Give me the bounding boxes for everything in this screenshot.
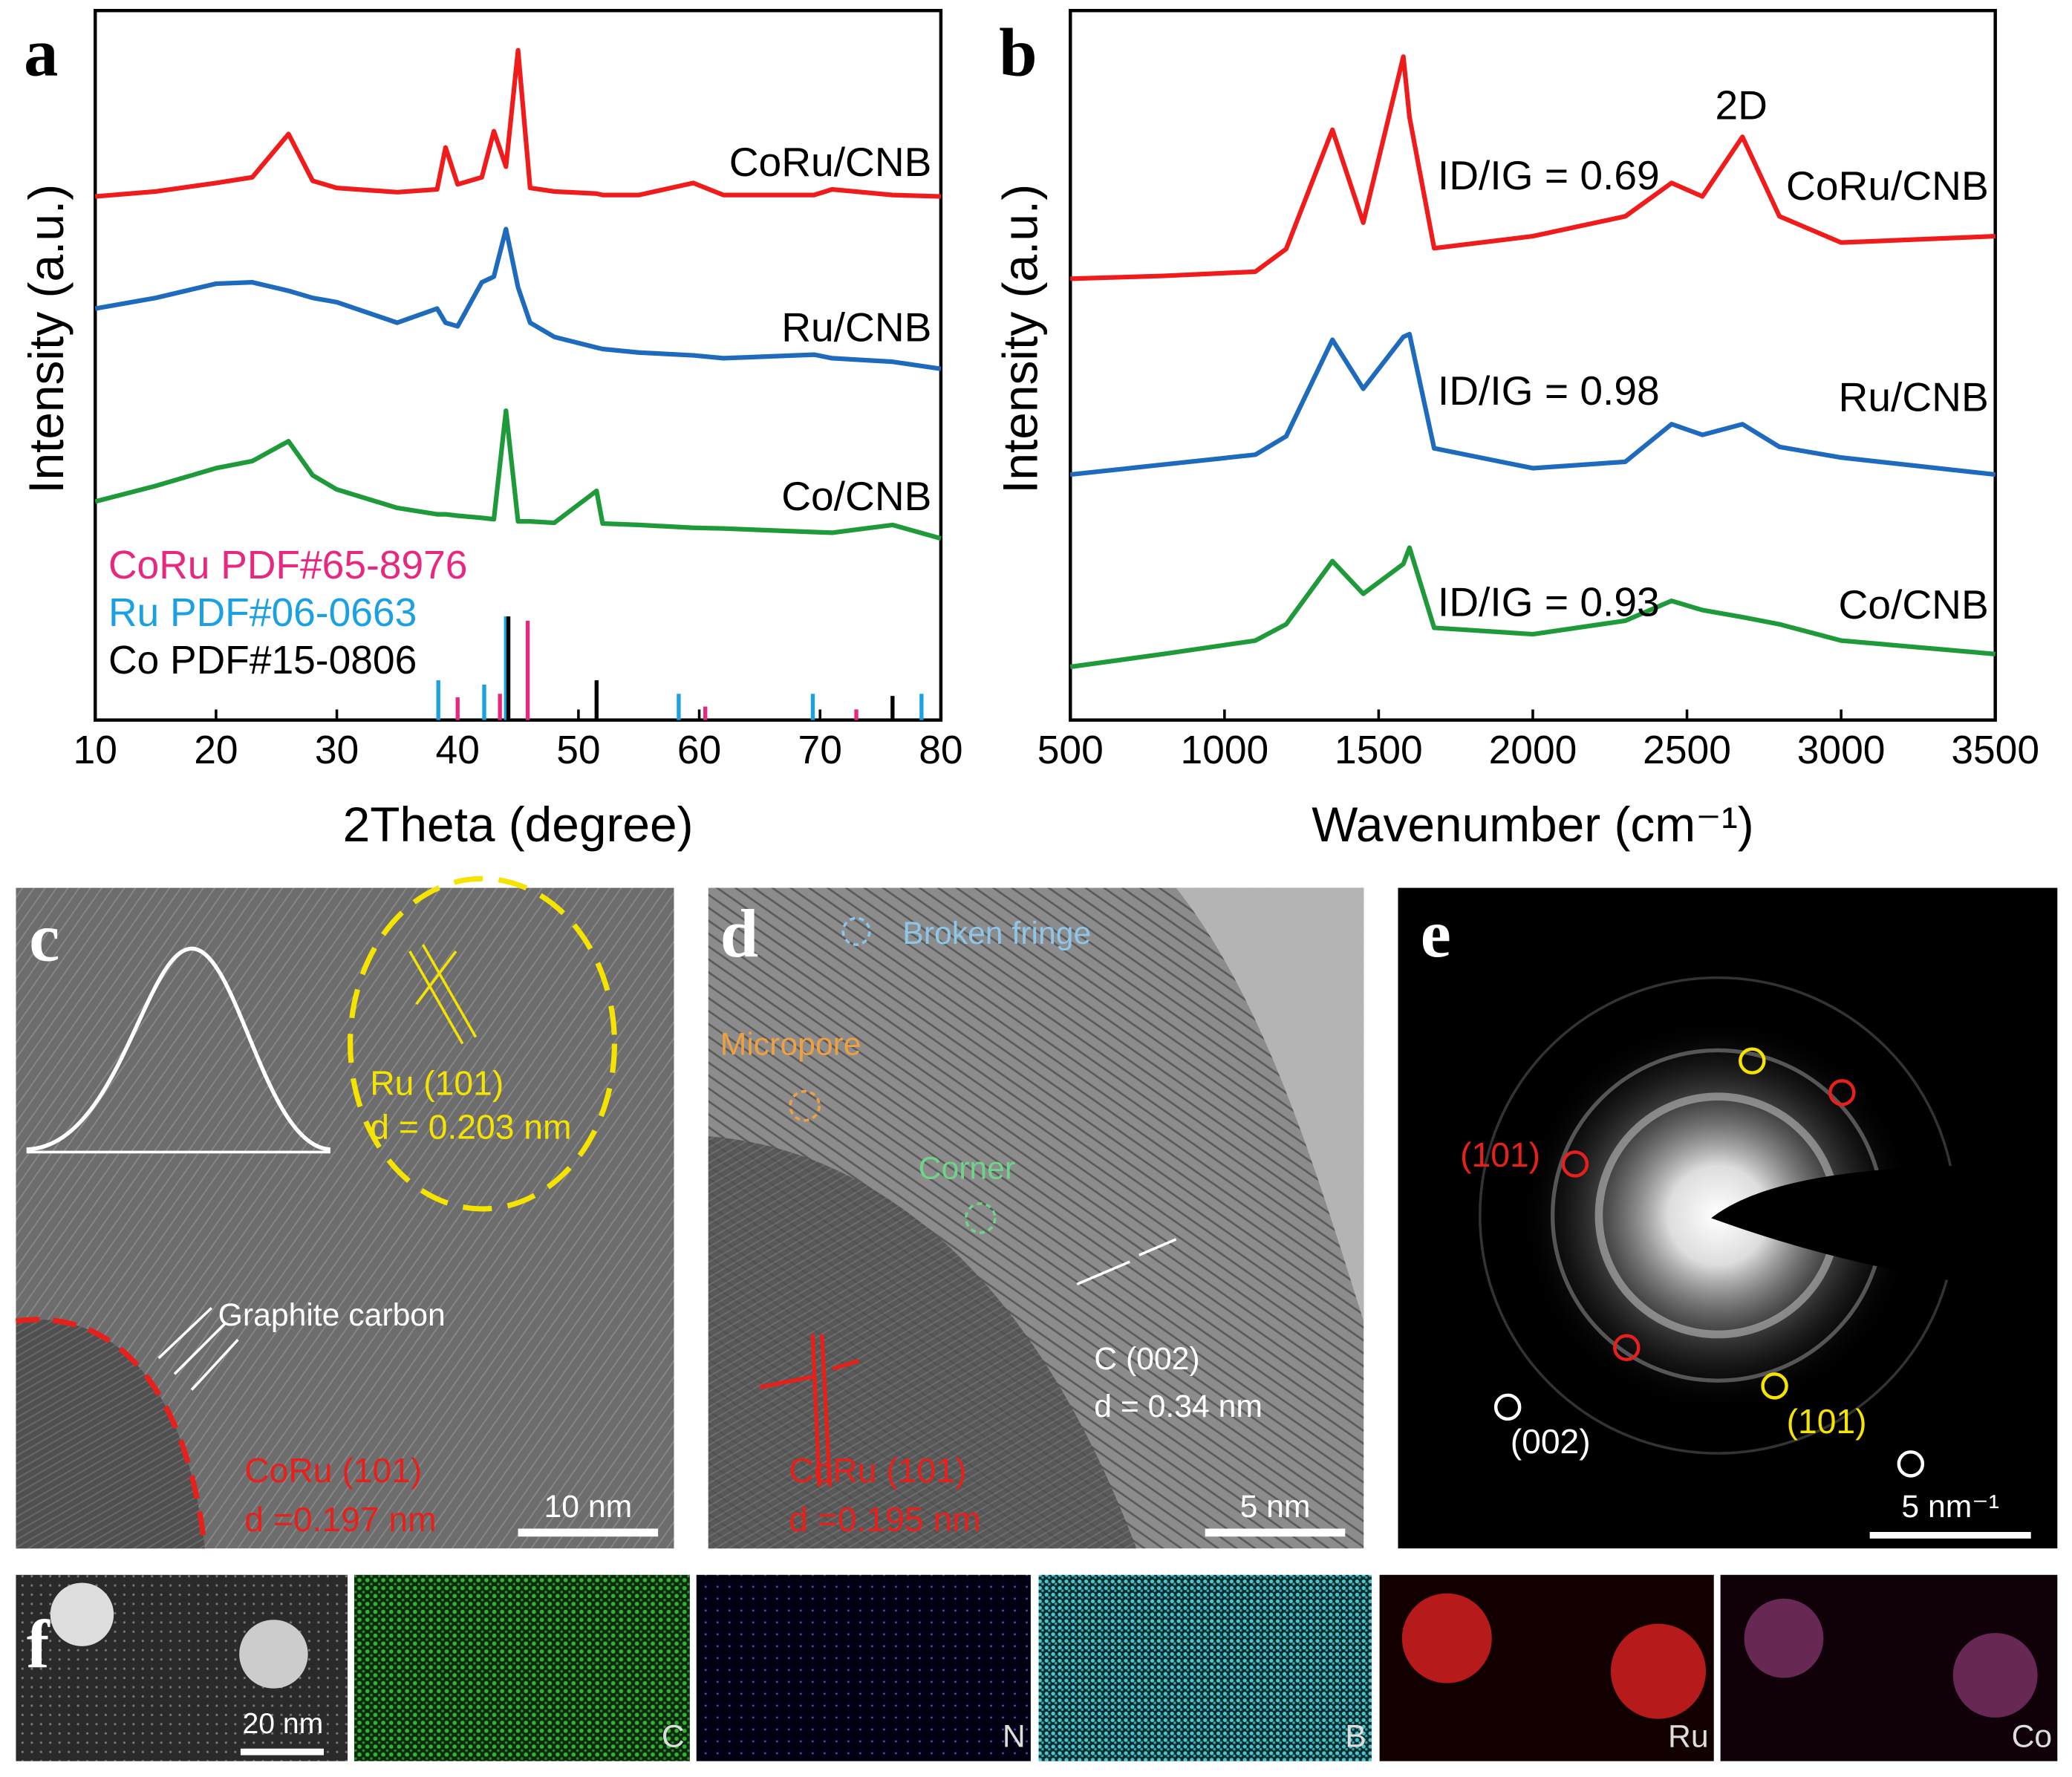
y-axis-title: Intensity (a.u.) [19, 184, 74, 494]
annotation: ID/IG = 0.98 [1438, 368, 1660, 414]
ru-cluster [1610, 1623, 1707, 1719]
x-tick-label: 2000 [1489, 728, 1577, 772]
co-cluster [1744, 1598, 1824, 1678]
panel-label: b [999, 15, 1037, 91]
panel-label: c [29, 900, 59, 976]
x-tick-label: 1500 [1335, 728, 1423, 772]
spectrum [1069, 331, 1996, 477]
annotation: (002) [1511, 1422, 1591, 1461]
x-tick-label: 1000 [1180, 728, 1268, 772]
x-tick-label: 30 [315, 728, 359, 772]
beam-stopper [1711, 1164, 2042, 1295]
ru-outline [348, 876, 617, 1212]
spectrum [1070, 54, 1996, 281]
series-label: Co/CNB [1839, 581, 1989, 627]
x-axis-title: Wavenumber (cm⁻¹) [1312, 797, 1753, 852]
x-tick-label: 60 [677, 728, 721, 772]
series-label: CoRu/CNB [1786, 163, 1989, 209]
map-c [354, 1574, 690, 1761]
particle [708, 1136, 1137, 1549]
annotation: Micropore [720, 1026, 861, 1062]
spectrum [94, 226, 942, 371]
map-b [1038, 1574, 1372, 1761]
annotation: d = 0.203 nm [370, 1107, 571, 1146]
spectrum [94, 408, 942, 541]
element-label: N [1003, 1719, 1026, 1755]
series-label: Co/CNB [781, 473, 931, 519]
panel-f: f 20 nm C N B Ru Co [16, 1574, 2058, 1761]
annotation: (101) [1787, 1402, 1867, 1441]
reference-label: Ru PDF#06-0663 [108, 591, 417, 635]
annotation: CoRu (101) [244, 1451, 422, 1490]
annotation: 2D [1715, 82, 1768, 128]
x-tick-label: 40 [436, 728, 480, 772]
lattice-marker [408, 944, 478, 1045]
reference-label: CoRu PDF#65-8976 [108, 544, 467, 587]
annotation: ID/IG = 0.69 [1438, 152, 1660, 198]
spectrum [94, 48, 941, 199]
annotation: C (002) [1094, 1341, 1199, 1377]
plot-frame [93, 9, 943, 722]
lattice-marker [759, 1334, 860, 1487]
element-label: B [1345, 1719, 1366, 1755]
reference-label: Co PDF#15-0806 [108, 639, 417, 682]
scale-label: 5 nm⁻¹ [1901, 1489, 1999, 1525]
element-label: Ru [1668, 1719, 1709, 1755]
series-label: Ru/CNB [1839, 374, 1989, 420]
fit-curve [26, 946, 331, 1152]
particle [50, 1582, 114, 1646]
particle [239, 1620, 308, 1689]
spectrum [1069, 545, 1996, 670]
panel-label: e [1421, 896, 1451, 972]
particle [16, 1319, 205, 1549]
annotation: Broken fringe [902, 916, 1091, 951]
map-n [696, 1574, 1031, 1761]
annotation: d =0.195 nm [789, 1500, 980, 1539]
scale-label: 5 nm [1240, 1489, 1311, 1525]
scale-label: 10 nm [544, 1489, 633, 1525]
x-tick-label: 2500 [1643, 728, 1731, 772]
annotation: Corner [919, 1151, 1015, 1187]
x-tick-label: 10 [74, 728, 117, 772]
marker [964, 1202, 997, 1234]
x-axis-title: 2Theta (degree) [343, 797, 694, 852]
annotation: CoRu (101) [789, 1451, 966, 1490]
series-label: CoRu/CNB [729, 139, 932, 185]
x-tick-label: 80 [919, 728, 962, 772]
y-axis-title: Intensity (a.u.) [992, 184, 1047, 494]
particle-outline [15, 1317, 208, 1549]
marker [789, 1089, 821, 1122]
annotation: Graphite carbon [218, 1297, 446, 1333]
x-tick-label: 50 [556, 728, 600, 772]
annotation: d =0.197 nm [244, 1500, 436, 1539]
x-tick-label: 3500 [1951, 728, 2039, 772]
panel-d: d Broken fringe Micropore Corner C (002)… [708, 887, 1364, 1549]
x-tick-label: 20 [194, 728, 238, 772]
spot-markers [1493, 1047, 1925, 1478]
annotation: d = 0.34 nm [1094, 1389, 1263, 1424]
panel-label: d [720, 896, 758, 972]
ru-cluster [1401, 1593, 1492, 1683]
lattice-marker [1076, 1238, 1177, 1286]
element-label: C [662, 1719, 685, 1755]
panel-label: f [27, 1607, 51, 1683]
annotation: ID/IG = 0.93 [1438, 578, 1660, 625]
panel-e: e (101) (002) (101) 5 nm⁻¹ [1398, 887, 2058, 1549]
x-tick-label: 3000 [1797, 728, 1886, 772]
panel-c: c Ru (101) d = 0.203 nm Graphite carbon … [15, 876, 674, 1549]
panel-label: a [24, 15, 58, 91]
annotation: Ru (101) [370, 1064, 504, 1103]
co-cluster [1952, 1633, 2038, 1718]
x-tick-label: 70 [798, 728, 842, 772]
series-label: Ru/CNB [781, 304, 931, 350]
vacuum [1176, 887, 1364, 1322]
x-tick-label: 500 [1037, 728, 1104, 772]
element-label: Co [2012, 1719, 2053, 1755]
annotation: (101) [1460, 1135, 1540, 1174]
arrows [157, 1307, 239, 1391]
scale-label: 20 nm [242, 1708, 323, 1740]
